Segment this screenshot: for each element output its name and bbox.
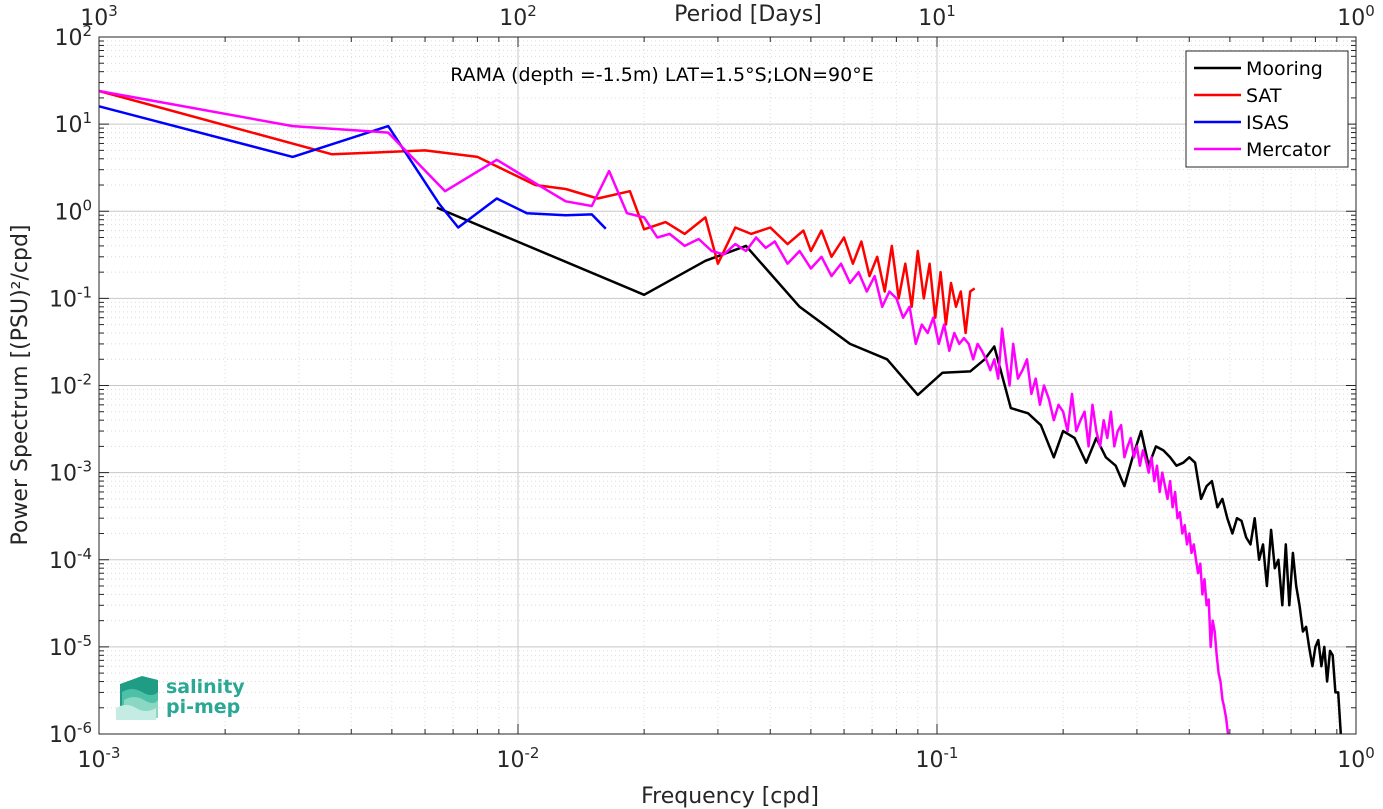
y-tick-label: 10-5 bbox=[49, 632, 92, 661]
logo-text-line1: salinity bbox=[166, 676, 245, 698]
y-axis-title: Power Spectrum [(PSU)²/cpd] bbox=[8, 224, 33, 545]
y-tick-labels: 10-6 10-5 10-4 10-3 10-2 10-1 100 101 102 bbox=[49, 22, 92, 748]
legend-label-isas: ISAS bbox=[1246, 112, 1289, 134]
x-tick-label: 10-2 bbox=[497, 744, 540, 773]
legend: Mooring SAT ISAS Mercator bbox=[1185, 50, 1349, 168]
salinity-pimep-logo: salinity pi-mep bbox=[116, 676, 245, 720]
x-tick-label: 10-3 bbox=[78, 744, 121, 773]
legend-label-mercator: Mercator bbox=[1246, 139, 1331, 161]
top-tick-label: 103 bbox=[80, 2, 118, 31]
chart-annotation: RAMA (depth =-1.5m) LAT=1.5°S;LON=90°E bbox=[450, 64, 874, 86]
y-tick-label: 102 bbox=[54, 22, 92, 51]
top-axis-title: Period [Days] bbox=[674, 2, 822, 27]
x-tick-label: 10-1 bbox=[916, 744, 959, 773]
series-line-mooring bbox=[436, 206, 1343, 735]
series-line-mercator bbox=[98, 89, 1230, 735]
x-tick-labels: 10-3 10-2 10-1 100 bbox=[78, 744, 1375, 773]
legend-box bbox=[1185, 50, 1349, 168]
y-tick-label: 10-1 bbox=[49, 283, 92, 312]
legend-label-sat: SAT bbox=[1246, 85, 1282, 107]
x-axis-title: Frequency [cpd] bbox=[641, 784, 819, 809]
series-line-isas bbox=[98, 105, 607, 230]
top-tick-labels: 103 102 101 100 bbox=[80, 2, 1375, 31]
x-tick-label: 100 bbox=[1337, 744, 1375, 773]
y-tick-label: 10-4 bbox=[49, 545, 92, 574]
series-layer bbox=[98, 89, 1343, 735]
y-tick-label: 10-3 bbox=[49, 458, 92, 487]
y-tick-label: 100 bbox=[54, 196, 92, 225]
top-tick-label: 102 bbox=[499, 2, 537, 31]
y-tick-label: 10-2 bbox=[49, 371, 92, 400]
logo-text-line2: pi-mep bbox=[166, 696, 240, 718]
y-tick-label: 101 bbox=[54, 109, 92, 138]
logo-waves-icon bbox=[116, 676, 158, 720]
legend-label-mooring: Mooring bbox=[1246, 58, 1323, 80]
top-tick-label: 100 bbox=[1337, 2, 1375, 31]
series-line-sat bbox=[98, 89, 976, 335]
top-tick-label: 101 bbox=[918, 2, 956, 31]
tick-marks bbox=[98, 36, 1357, 735]
y-tick-label: 10-6 bbox=[49, 719, 92, 748]
